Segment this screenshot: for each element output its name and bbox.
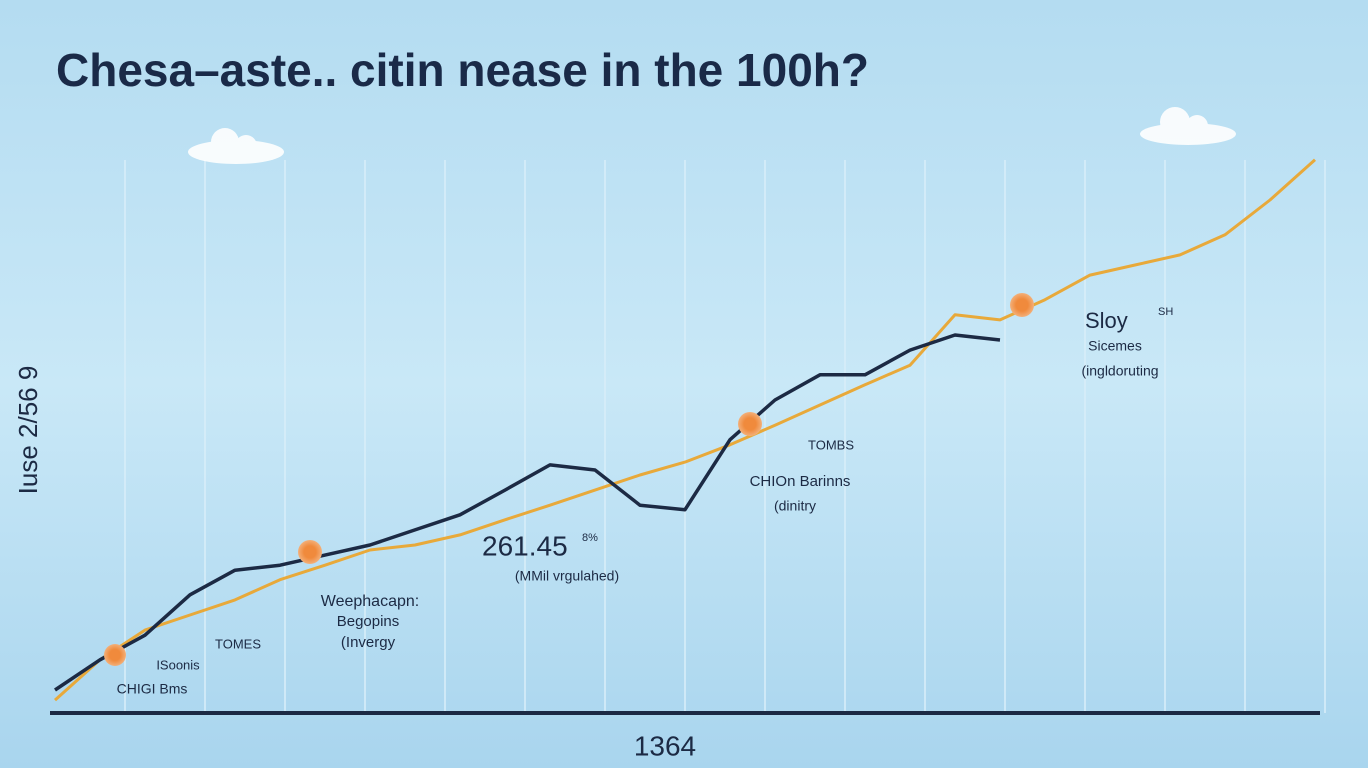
annotation: (dinitry <box>774 498 816 514</box>
highlight-dots <box>104 293 1034 666</box>
annotation: Weephacapn: <box>321 593 419 610</box>
annotation: CHIOn Barinns <box>750 473 851 490</box>
background-grid <box>124 160 1326 713</box>
clouds <box>188 107 1236 164</box>
annotation: 8% <box>582 532 598 544</box>
series-line <box>54 333 1001 692</box>
annotation: TOMES <box>215 636 261 651</box>
chart-title: Chesa–aste.. citin nease in the 100h? <box>56 44 869 96</box>
annotation: CHIGI Bms <box>117 681 188 697</box>
annotation: Begopins <box>337 613 400 630</box>
annotation: (Invergy <box>341 634 396 651</box>
annotation: (ingldoruting <box>1081 363 1158 379</box>
annotation: Sicemes <box>1088 338 1142 354</box>
annotation: TOMBS <box>808 437 854 452</box>
y-axis-label: Iuse 2/56 9 <box>13 366 43 495</box>
x-axis-label: 1364 <box>634 730 696 761</box>
series-line <box>53 158 1317 702</box>
plot <box>53 158 1317 702</box>
annotation: (MMil vrgulahed) <box>515 568 619 584</box>
annotation: SH <box>1158 306 1173 318</box>
annotation: Sloy <box>1085 308 1128 333</box>
annotation: 261.45 <box>482 530 568 561</box>
annotation: ISoonis <box>156 657 200 672</box>
